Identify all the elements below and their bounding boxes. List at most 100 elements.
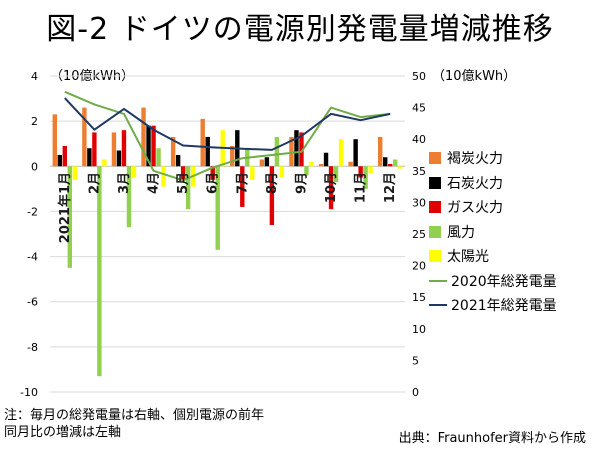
bar-石炭火力 xyxy=(383,157,388,167)
chart-title: 図-2 ドイツの電源別発電量増減推移 xyxy=(46,12,554,47)
right-tick-label: 0 xyxy=(412,386,419,399)
bar-石炭火力 xyxy=(353,139,358,167)
bar-太陽光 xyxy=(309,161,314,167)
bar-褐炭火力 xyxy=(111,132,117,167)
bar-石炭火力 xyxy=(116,150,122,167)
legend-item: ガス火力 xyxy=(429,195,599,220)
category-label: 2021年1月 xyxy=(57,172,73,243)
bar-褐炭火力 xyxy=(200,118,205,167)
note-line-1: 注：毎月の総発電量は右軸、個別電源の前年 xyxy=(4,408,265,423)
bar-太陽光 xyxy=(250,166,255,180)
legend-swatch xyxy=(429,201,441,214)
bar-ガス火力 xyxy=(328,166,334,210)
bar-褐炭火力 xyxy=(318,164,324,167)
left-tick-label: -8 xyxy=(27,341,38,354)
left-tick-label: -6 xyxy=(27,296,38,309)
bar-太陽光 xyxy=(131,166,137,178)
legend-item: 風力 xyxy=(429,220,599,245)
bar-石炭火力 xyxy=(323,152,329,167)
bar-褐炭火力 xyxy=(82,107,87,167)
left-tick-label: 0 xyxy=(31,160,38,173)
right-tick-label: 25 xyxy=(412,228,426,241)
bar-石炭火力 xyxy=(87,148,92,167)
bar-風力 xyxy=(274,136,280,167)
legend-swatch xyxy=(429,225,441,238)
bar-石炭火力 xyxy=(146,125,151,167)
category-label: 11月 xyxy=(354,172,369,203)
legend-item: 2020年総発電量 xyxy=(429,269,599,294)
bar-風力 xyxy=(97,166,102,377)
bar-石炭火力 xyxy=(57,155,62,167)
bar-太陽光 xyxy=(161,166,166,187)
legend-swatch xyxy=(429,152,441,165)
line-layer xyxy=(64,90,391,182)
bar-石炭火力 xyxy=(264,157,270,167)
left-tick-label: -4 xyxy=(27,251,38,264)
category-label: 12月 xyxy=(383,172,398,203)
right-tick-label: 45 xyxy=(412,102,426,115)
right-tick-label: 10 xyxy=(412,323,426,336)
category-label: 2月 xyxy=(87,172,102,194)
bar-風力 xyxy=(393,159,398,167)
bar-石炭火力 xyxy=(294,130,299,167)
right-tick-label: 15 xyxy=(412,291,426,304)
category-label: 8月 xyxy=(265,172,280,194)
bar-風力 xyxy=(333,166,339,183)
right-tick-label: 35 xyxy=(412,165,426,178)
source-text: 出典：Fraunhofer資料から作成 xyxy=(398,431,586,446)
bar-風力 xyxy=(67,166,72,268)
bar-風力 xyxy=(126,166,132,228)
legend-swatch xyxy=(429,250,441,263)
bar-風力 xyxy=(156,148,161,167)
legend-item: 褐炭火力 xyxy=(429,146,599,171)
axis-layer: 420-2-4-6-8-10504540353025201510502021年1… xyxy=(20,70,426,399)
bar-風力 xyxy=(215,166,220,250)
legend-label: 2020年総発電量 xyxy=(451,273,557,290)
bar-太陽光 xyxy=(368,166,373,174)
bar-ガス火力 xyxy=(180,166,186,180)
bar-風力 xyxy=(304,166,309,176)
left-tick-label: -10 xyxy=(20,386,38,399)
legend-swatch xyxy=(429,279,447,282)
category-label: 10月 xyxy=(324,172,339,203)
bar-太陽光 xyxy=(338,139,344,167)
bar-石炭火力 xyxy=(175,155,181,167)
bar-太陽光 xyxy=(102,159,107,167)
legend-swatch xyxy=(429,176,441,189)
legend: 褐炭火力石炭火力ガス火力 風力太陽光 2020年総発電量 2021年総発電量 xyxy=(429,146,599,318)
right-tick-label: 40 xyxy=(412,133,426,146)
bar-ガス火力 xyxy=(299,132,304,167)
grid-layer xyxy=(50,75,405,393)
bar-ガス火力 xyxy=(358,166,363,178)
bar-太陽光 xyxy=(72,166,77,180)
bar-太陽光 xyxy=(279,166,285,178)
bar-風力 xyxy=(363,166,368,189)
legend-label: 褐炭火力 xyxy=(447,151,503,168)
bar-褐炭火力 xyxy=(170,136,176,167)
note-line-2: 同月比の増減は左軸 xyxy=(4,425,122,440)
bar-ガス火力 xyxy=(121,130,127,167)
bar-風力 xyxy=(185,166,191,210)
bar-ガス火力 xyxy=(388,164,393,167)
bar-褐炭火力 xyxy=(230,145,235,167)
bar-ガス火力 xyxy=(240,166,245,207)
bar-褐炭火力 xyxy=(259,159,265,167)
bar-ガス火力 xyxy=(210,166,215,180)
category-label: 6月 xyxy=(206,172,221,194)
legend-label: 石炭火力 xyxy=(447,175,503,192)
category-label: 3月 xyxy=(117,172,132,194)
bar-褐炭火力 xyxy=(378,136,383,167)
bar-ガス火力 xyxy=(62,145,67,167)
legend-label: 2021年総発電量 xyxy=(451,298,557,315)
right-tick-label: 20 xyxy=(412,260,426,273)
right-tick-label: 50 xyxy=(412,70,426,83)
left-tick-label: 2 xyxy=(31,115,38,128)
right-tick-label: 30 xyxy=(412,196,426,209)
bar-褐炭火力 xyxy=(289,136,294,167)
legend-swatch xyxy=(429,304,447,307)
bar-褐炭火力 xyxy=(141,107,146,167)
bar-ガス火力 xyxy=(92,132,97,167)
legend-label: 太陽光 xyxy=(447,249,489,266)
bar-石炭火力 xyxy=(205,136,210,167)
